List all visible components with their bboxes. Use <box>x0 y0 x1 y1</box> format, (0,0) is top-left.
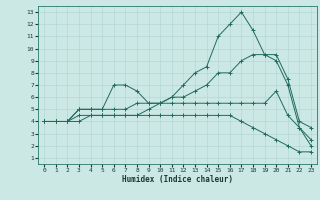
X-axis label: Humidex (Indice chaleur): Humidex (Indice chaleur) <box>122 175 233 184</box>
